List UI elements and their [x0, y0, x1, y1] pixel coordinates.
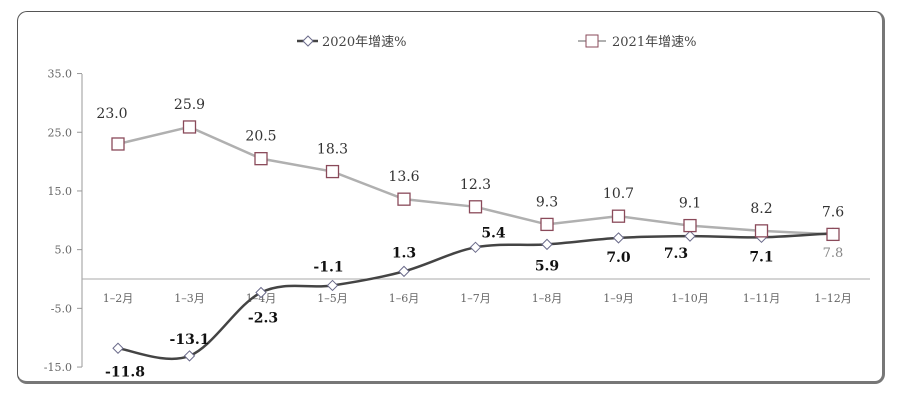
- series-2020-point: [541, 238, 553, 251]
- legend-2021-label: 2021年增速%: [612, 35, 696, 50]
- x-tick-label: 1–11月: [743, 292, 781, 305]
- x-tick-label: 1–6月: [389, 292, 420, 305]
- series-2020-data-label: 7.3: [664, 246, 688, 262]
- series-2021-point: [683, 218, 697, 233]
- series-2020-data-label: -13.1: [170, 332, 210, 348]
- y-tick-label: 15.0: [48, 185, 73, 198]
- series-2020-data-label: -2.3: [248, 311, 278, 327]
- legend: 2020年增速% 2021年增速%: [297, 34, 696, 50]
- series-2021-data-label: 23.0: [96, 106, 127, 122]
- series-2020-data-label: 5.4: [481, 225, 506, 241]
- series-2021-data-label: 8.2: [750, 201, 772, 217]
- series-2020-point: [183, 350, 196, 362]
- legend-2021-square-icon: [585, 34, 599, 48]
- series-2021-point: [611, 209, 626, 223]
- series-2021-data-label: 18.3: [317, 142, 348, 158]
- x-tick-label: 1–9月: [603, 292, 634, 305]
- series-2020-point: [469, 241, 482, 254]
- legend-2020-diamond-icon: [302, 35, 314, 47]
- series-2021-data-label: 9.3: [536, 194, 558, 210]
- x-tick-label: 1–4月: [246, 292, 277, 305]
- series-2020-data-label: 7.1: [749, 249, 773, 265]
- x-tick-label: 1–5月: [317, 292, 348, 305]
- legend-2020-label: 2020年增速%: [322, 35, 406, 50]
- x-tick-label: 1–2月: [103, 292, 134, 305]
- series-2021-data-label: 12.3: [460, 177, 491, 193]
- series-2020-data-label: -11.8: [105, 364, 145, 380]
- x-tick-label: 1–7月: [460, 292, 491, 305]
- series-2020-point: [255, 286, 267, 299]
- series-2020-data-label: 5.9: [535, 258, 559, 274]
- y-tick-label: -5.0: [51, 302, 72, 315]
- series-2021-data-label: 20.5: [245, 129, 276, 145]
- series-2020-data-label: 7.8: [823, 246, 844, 261]
- y-tick-label: 25.0: [48, 126, 73, 139]
- series-2020-point: [684, 230, 696, 242]
- series-2020-data-label: 7.0: [606, 250, 631, 266]
- series-2021-point: [325, 164, 340, 179]
- chart-card: [17, 11, 885, 384]
- series-2020-data-label: -1.1: [313, 259, 343, 275]
- series-2020-data-label: 1.3: [392, 245, 416, 261]
- series-2021-data-label: 7.6: [822, 204, 844, 220]
- series-2021-data-label: 9.1: [679, 196, 701, 212]
- x-tick-label: 1–12月: [814, 292, 852, 305]
- series-2021-point: [182, 120, 197, 134]
- y-tick-label: 5.0: [55, 244, 73, 257]
- series-2021-data-label: 13.6: [388, 169, 419, 185]
- series-2021-point: [754, 224, 769, 238]
- series-2021-point: [254, 152, 268, 166]
- series-2021-point: [826, 227, 840, 242]
- y-tick-label: -15.0: [44, 361, 72, 374]
- x-tick-label: 1–3月: [174, 292, 205, 305]
- series-2020-point: [112, 342, 124, 354]
- series-2020-point: [398, 265, 410, 278]
- series-2021-point: [540, 217, 554, 232]
- series-2021-point: [397, 192, 411, 206]
- x-tick-label: 1–8月: [532, 292, 563, 305]
- y-tick-label: 35.0: [48, 68, 73, 81]
- series-2021-data-label: 25.9: [174, 97, 205, 113]
- series-2020-point: [612, 232, 625, 244]
- series-2021-data-label: 10.7: [603, 186, 634, 202]
- series-2020-point: [326, 279, 339, 292]
- series-2021-point: [111, 137, 125, 151]
- series-2021-point: [468, 200, 483, 214]
- x-tick-label: 1–10月: [671, 292, 709, 305]
